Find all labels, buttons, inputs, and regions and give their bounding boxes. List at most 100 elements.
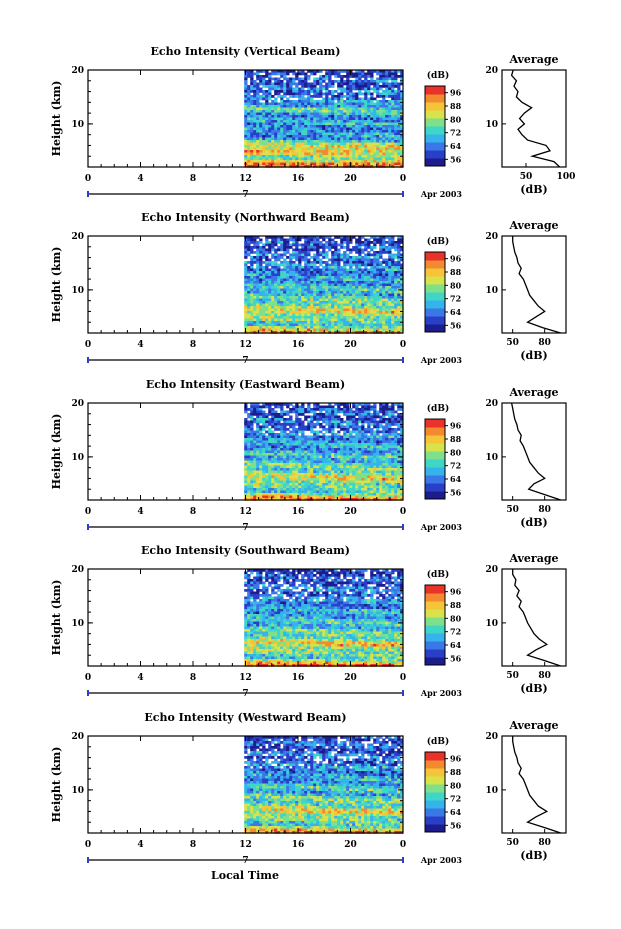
heatmap-cell [364, 157, 368, 161]
heatmap-cell [286, 85, 290, 88]
heatmap-cell [304, 428, 308, 431]
heatmap-cell [292, 150, 296, 153]
heatmap-cell [247, 465, 251, 469]
heatmap-cell [361, 306, 365, 309]
heatmap-cell [274, 251, 278, 254]
heatmap-cell [244, 152, 248, 156]
heatmap-cell [280, 87, 284, 91]
heatmap-cell [355, 323, 359, 327]
heatmap-cell [352, 268, 356, 272]
heatmap-cell [307, 135, 311, 138]
heatmap-cell [346, 75, 350, 78]
heatmap-cell [310, 278, 314, 282]
heatmap-cell [307, 298, 311, 302]
heatmap-cell [346, 308, 350, 312]
heatmap-cell [298, 248, 302, 252]
heatmap-cell [250, 306, 254, 309]
heatmap-cell [253, 80, 257, 83]
heatmap-cell [301, 258, 305, 262]
heatmap-cell [337, 256, 341, 259]
average-title: Average [508, 219, 558, 232]
heatmap-cell [400, 70, 404, 73]
heatmap-cell [304, 238, 308, 242]
heatmap-cell [391, 238, 395, 242]
heatmap-cell [400, 313, 404, 317]
heatmap-cell [259, 465, 263, 469]
heatmap-cell [271, 142, 275, 146]
heatmap-cell [277, 155, 281, 158]
heatmap-cell [268, 293, 272, 297]
heatmap-cell [253, 298, 257, 302]
heatmap-cell [262, 286, 266, 289]
heatmap-cell [268, 405, 272, 409]
heatmap-cell [268, 286, 272, 289]
heatmap-cell [280, 152, 284, 156]
heatmap-cell [364, 132, 368, 136]
heatmap-cell [247, 248, 251, 252]
heatmap-cell [382, 261, 386, 264]
heatmap-cell [298, 77, 302, 81]
colorbar-segment [425, 126, 445, 135]
heatmap-cell [313, 321, 317, 324]
heatmap-cell [280, 286, 284, 289]
heatmap-cell [310, 160, 314, 163]
heatmap-cell [256, 281, 260, 284]
heatmap-cell [286, 152, 290, 156]
heatmap-cell [247, 130, 251, 133]
heatmap-cell [313, 155, 317, 158]
heatmap-cell [397, 97, 401, 101]
heatmap-cell [328, 82, 332, 86]
heatmap-cell [286, 488, 290, 491]
heatmap-cell [262, 313, 266, 317]
heatmap-cell [298, 321, 302, 324]
heatmap-cell [340, 120, 344, 123]
heatmap-cell [250, 132, 254, 136]
heatmap-cell [247, 281, 251, 284]
heatmap-cell [397, 130, 401, 133]
heatmap-cell [307, 142, 311, 146]
heatmap-cell [286, 418, 290, 421]
heatmap-cell [283, 112, 287, 116]
heatmap-cell [250, 77, 254, 81]
heatmap-cell [328, 77, 332, 81]
heatmap-cell [379, 238, 383, 242]
heatmap-cell [328, 125, 332, 128]
heatmap-cell [274, 238, 278, 242]
heatmap-cell [274, 102, 278, 106]
heatmap-cell [247, 95, 251, 98]
heatmap-cell [253, 331, 257, 334]
heatmap-cell [295, 316, 299, 319]
heatmap-cell [310, 490, 314, 494]
heatmap-cell [313, 125, 317, 128]
heatmap-cell [346, 145, 350, 148]
heatmap-cell [265, 425, 269, 429]
heatmap-cell [313, 443, 317, 446]
heatmap-cell [394, 75, 398, 78]
heatmap-cell [253, 95, 257, 98]
heatmap-cell [325, 316, 329, 319]
heatmap-cell [346, 117, 350, 121]
heatmap-cell [256, 306, 260, 309]
heatmap-cell [337, 115, 341, 118]
heatmap-cell [295, 420, 299, 424]
heatmap-cell [259, 281, 263, 284]
heatmap-cell [307, 122, 311, 126]
heatmap-cell [394, 90, 398, 93]
heatmap-cell [337, 142, 341, 146]
heatmap-cell [262, 130, 266, 133]
heatmap-cell [391, 142, 395, 146]
heatmap-cell [322, 296, 326, 299]
heatmap-cell [256, 132, 260, 136]
heatmap-cell [322, 283, 326, 287]
heatmap-cell [388, 142, 392, 146]
heatmap-cell [334, 236, 338, 239]
heatmap-cell [331, 95, 335, 98]
heatmap-cell [304, 490, 308, 494]
heatmap-cell [382, 291, 386, 294]
heatmap-cell [253, 430, 257, 434]
heatmap-cell [331, 160, 335, 163]
heatmap-cell [250, 413, 254, 416]
heatmap-cell [274, 130, 278, 133]
heatmap-cell [271, 160, 275, 163]
heatmap-cell [307, 85, 311, 88]
